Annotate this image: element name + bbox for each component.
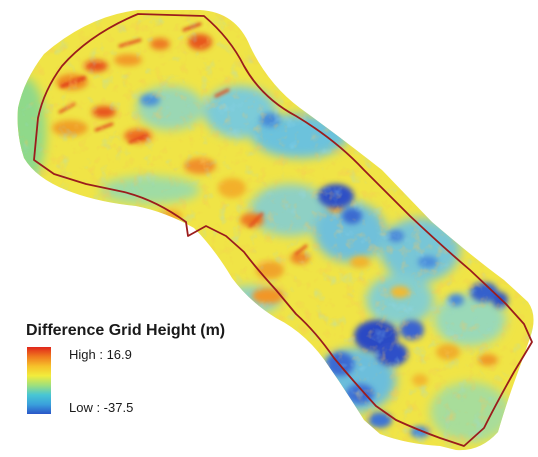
legend-low-label: Low : -37.5 xyxy=(69,400,134,415)
legend-color-ramp xyxy=(27,347,51,414)
legend-title: Difference Grid Height (m) xyxy=(26,322,226,339)
legend: Difference Grid Height (m) High : 16.9 L… xyxy=(26,322,296,422)
legend-high-label: High : 16.9 xyxy=(69,347,132,362)
study-area-boundary xyxy=(33,13,533,447)
